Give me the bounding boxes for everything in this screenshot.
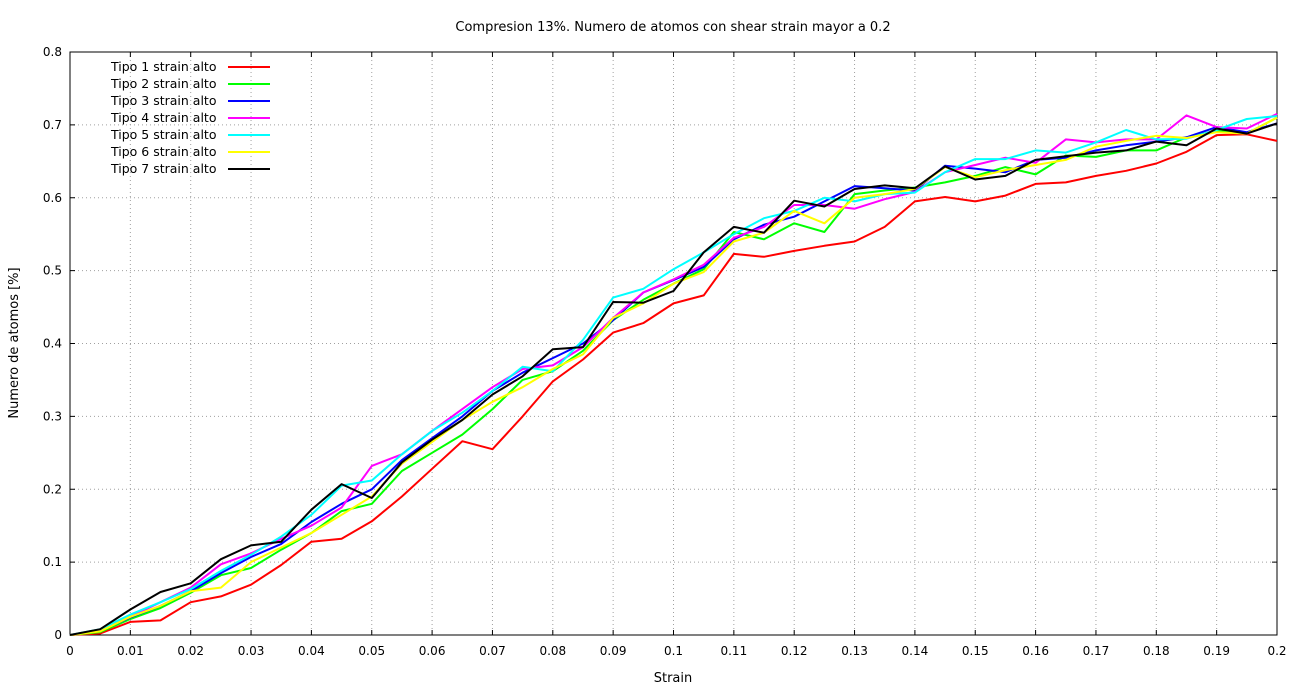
series-line-1	[69, 133, 1278, 636]
x-tick-label: 0.01	[117, 644, 144, 658]
plot-frame	[69, 51, 1278, 636]
x-tick-label: 0.08	[539, 644, 566, 658]
legend-label-3: Tipo 3 strain alto	[110, 93, 216, 108]
x-tick-label: 0.12	[781, 644, 808, 658]
legend-label-5: Tipo 5 strain alto	[110, 127, 216, 142]
grid	[70, 52, 1277, 635]
x-tick-label: 0.11	[720, 644, 747, 658]
x-axis-label: Strain	[654, 671, 693, 686]
series-line-7	[69, 122, 1278, 636]
x-tick-label: 0.03	[238, 644, 265, 658]
y-axis-label: Numero de atomos [%]	[7, 267, 22, 418]
x-tick-label: 0.06	[419, 644, 446, 658]
y-tick-label: 0.3	[43, 409, 62, 423]
y-tick-label: 0.4	[43, 337, 62, 351]
x-tick-label: 0.09	[600, 644, 627, 658]
y-tick-label: 0.5	[43, 264, 62, 278]
y-tick-label: 0.2	[43, 482, 62, 496]
x-tick-label: 0.02	[177, 644, 204, 658]
y-tick-label: 0.6	[43, 191, 62, 205]
chart-title: Compresion 13%. Numero de atomos con she…	[455, 20, 890, 35]
x-tick-label: 0.18	[1143, 644, 1170, 658]
x-tick-label: 0	[66, 644, 74, 658]
x-tick-label: 0.17	[1083, 644, 1110, 658]
x-tick-label: 0.2	[1267, 644, 1286, 658]
x-tick-label: 0.15	[962, 644, 989, 658]
x-tick-label: 0.16	[1022, 644, 1049, 658]
series-lines	[69, 112, 1278, 636]
y-tick-label: 0.1	[43, 555, 62, 569]
x-tick-label: 0.14	[902, 644, 929, 658]
x-tick-label: 0.19	[1203, 644, 1230, 658]
legend: Tipo 1 strain alto Tipo 2 strain alto Tipo…	[110, 59, 270, 176]
x-tick-label: 0.07	[479, 644, 506, 658]
y-tick-label: 0.7	[43, 118, 62, 132]
legend-label-2: Tipo 2 strain alto	[110, 76, 216, 91]
legend-label-7: Tipo 7 strain alto	[110, 161, 216, 176]
axis-ticks: 0 0.01 0.02 0.03 0.04 0.05 0.06 0.07 0.08 0.09 0.1…	[43, 45, 1287, 658]
x-tick-label: 0.04	[298, 644, 325, 658]
y-tick-label: 0.8	[43, 45, 62, 59]
legend-label-4: Tipo 4 strain alto	[110, 110, 216, 125]
x-tick-label: 0.13	[841, 644, 868, 658]
legend-label-6: Tipo 6 strain alto	[110, 144, 216, 159]
y-tick-label: 0	[54, 628, 62, 642]
x-tick-label: 0.1	[664, 644, 683, 658]
legend-label-1: Tipo 1 strain alto	[110, 59, 216, 74]
x-tick-label: 0.05	[358, 644, 385, 658]
